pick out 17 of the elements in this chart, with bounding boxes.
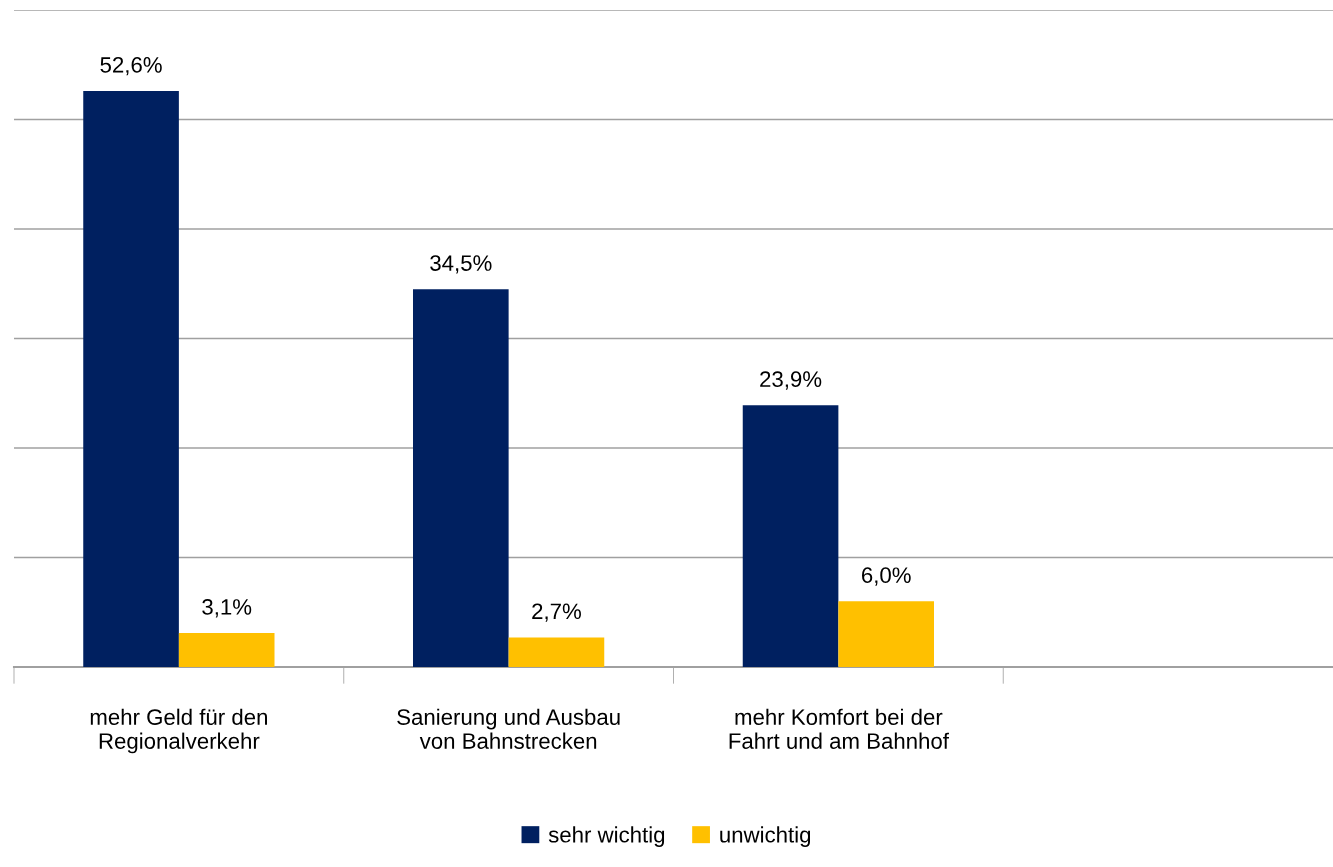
data-label: 34,5% <box>430 255 492 274</box>
x-tick-label: Sanierung und Ausbau von Bahnstrecken <box>397 708 620 749</box>
data-label: 6,0% <box>861 567 911 586</box>
bar <box>83 91 179 667</box>
bar <box>178 633 275 667</box>
x-tick-label: mehr Geld für den Regionalverkehr <box>90 708 267 754</box>
data-label: 52,6% <box>100 57 162 76</box>
data-label: 23,9% <box>760 371 822 390</box>
data-label: 2,7% <box>532 603 581 622</box>
bar <box>838 601 934 667</box>
bar <box>742 405 839 667</box>
legend-label: unwichtig <box>720 826 811 847</box>
data-label: 3,1% <box>202 599 252 618</box>
bar <box>413 289 509 667</box>
x-tick-label: mehr Komfort bei der Fahrt und am Bahnhof <box>729 708 949 749</box>
legend-label: sehr wichtig <box>548 826 665 847</box>
bar <box>508 637 605 667</box>
